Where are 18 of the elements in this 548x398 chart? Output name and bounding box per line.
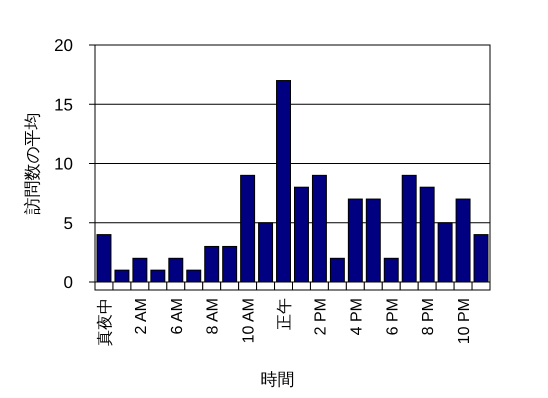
y-tick-label: 0 — [64, 273, 73, 292]
y-axis-title: 訪問数の平均 — [23, 112, 42, 214]
x-tick-label: 10 AM — [240, 298, 258, 344]
x-tick-label: 10 PM — [456, 298, 474, 344]
x-tick-label: 4 PM — [348, 298, 366, 336]
x-tick-label: 8 AM — [204, 298, 222, 334]
y-tick-label: 10 — [54, 154, 73, 174]
x-tick-label: 6 AM — [168, 298, 186, 334]
x-tick-label: 8 PM — [420, 298, 438, 336]
y-tick-label: 5 — [64, 214, 73, 233]
y-tick-label: 20 — [54, 36, 73, 55]
x-tick-label: 2 AM — [132, 298, 150, 334]
x-tick-label: 6 PM — [384, 298, 402, 336]
x-tick-label: 正午 — [276, 298, 294, 330]
y-tick-label: 15 — [54, 95, 73, 114]
x-tick-label: 真夜中 — [96, 298, 114, 346]
x-tick-label: 2 PM — [312, 298, 330, 336]
x-axis-title: 時間 — [260, 370, 294, 389]
